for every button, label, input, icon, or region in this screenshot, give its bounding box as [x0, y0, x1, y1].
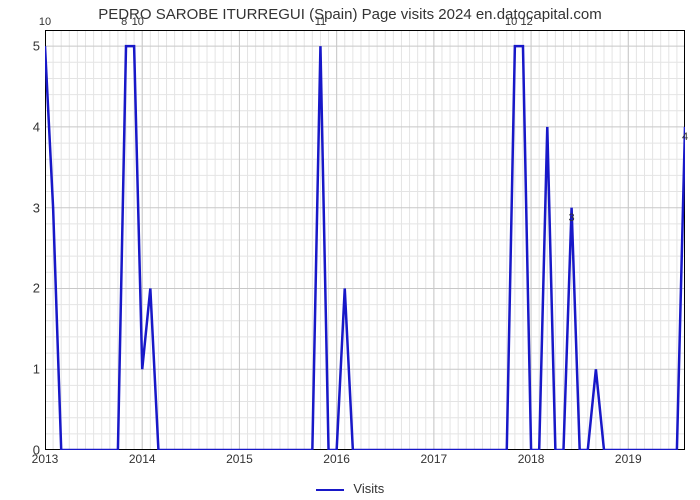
plot-area [45, 30, 685, 450]
y-tick-label: 5 [20, 39, 40, 54]
plot-svg [45, 30, 685, 450]
y-tick-label: 2 [20, 281, 40, 296]
y-tick-label: 3 [20, 200, 40, 215]
data-point-label: 10 [39, 16, 51, 28]
x-tick-label: 2017 [421, 452, 448, 466]
x-tick-label: 2015 [226, 452, 253, 466]
data-point-label: 8 [121, 16, 127, 28]
data-point-label: 10 [505, 16, 517, 28]
x-tick-label: 2014 [129, 452, 156, 466]
legend-label: Visits [353, 481, 384, 496]
x-tick-label: 2018 [518, 452, 545, 466]
x-tick-label: 2016 [323, 452, 350, 466]
data-point-label: 12 [521, 16, 533, 28]
data-point-label: 3 [569, 212, 575, 224]
data-point-label: 10 [132, 16, 144, 28]
legend-swatch [316, 489, 344, 491]
y-tick-label: 4 [20, 119, 40, 134]
x-tick-label: 2013 [32, 452, 59, 466]
y-tick-label: 1 [20, 362, 40, 377]
chart-title: PEDRO SAROBE ITURREGUI (Spain) Page visi… [0, 6, 700, 23]
legend: Visits [0, 481, 700, 496]
data-point-label: 11 [315, 16, 326, 28]
x-tick-label: 2019 [615, 452, 642, 466]
data-point-label: 4 [682, 131, 688, 143]
chart-container: PEDRO SAROBE ITURREGUI (Spain) Page visi… [0, 0, 700, 500]
